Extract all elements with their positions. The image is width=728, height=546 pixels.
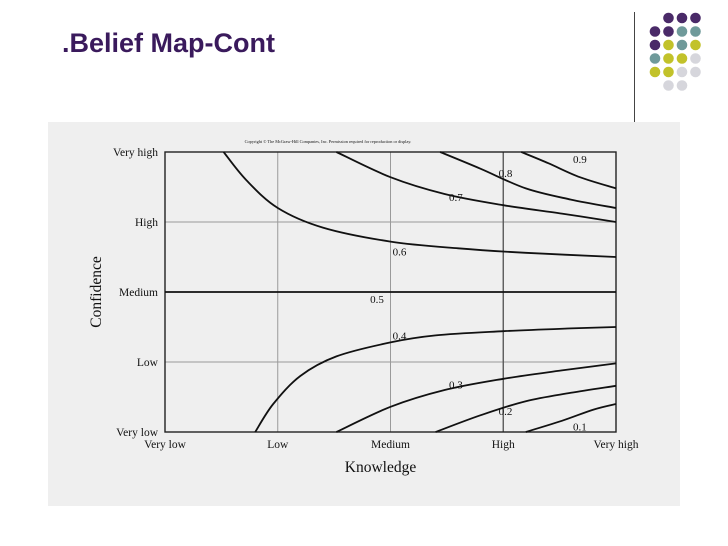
decorative-dot <box>649 53 661 64</box>
decorative-dot <box>649 66 661 78</box>
decorative-dot <box>690 39 701 51</box>
belief-curve-0-2 <box>435 384 617 433</box>
decorative-dot <box>663 66 674 78</box>
belief-curve-0-9 <box>520 151 617 190</box>
x-tick-label: Very low <box>144 439 187 451</box>
decorative-dot <box>676 26 688 37</box>
y-axis-label: Confidence <box>88 256 105 328</box>
x-axis-label: Knowledge <box>345 459 417 476</box>
title-divider <box>634 12 635 122</box>
y-tick-label: High <box>135 217 158 229</box>
decorative-dot <box>690 26 701 37</box>
curve-label: 0.8 <box>499 168 513 180</box>
y-tick-label: Medium <box>119 287 158 299</box>
y-tick-label: Low <box>137 357 159 369</box>
curve-label: 0.9 <box>573 154 587 166</box>
decorative-dot <box>676 53 688 64</box>
decorative-dot <box>690 12 701 24</box>
decorative-dot <box>649 39 661 51</box>
y-tick-label: Very high <box>113 147 158 159</box>
curve-label: 0.4 <box>393 330 407 342</box>
x-tick-label: High <box>492 439 515 451</box>
decorative-dot <box>676 66 688 78</box>
belief-curve-0-6 <box>222 151 617 258</box>
decorative-dot <box>663 39 674 51</box>
curve-label: 0.6 <box>393 246 407 258</box>
decorative-dot <box>663 12 674 24</box>
decorative-dot-grid <box>649 12 701 91</box>
decorative-dot <box>649 26 661 37</box>
decorative-dot <box>663 80 674 91</box>
decorative-dot <box>676 12 688 24</box>
x-tick-label: Low <box>267 439 289 451</box>
decorative-dot <box>690 53 701 64</box>
curve-label: 0.2 <box>499 406 513 418</box>
belief-curve-0-7 <box>336 151 617 223</box>
x-tick-label: Medium <box>371 439 410 451</box>
belief-curve-0-3 <box>336 362 617 433</box>
decorative-dot <box>690 66 701 78</box>
decorative-dot <box>676 39 688 51</box>
curve-label: 0.1 <box>573 421 587 433</box>
chart-subtitle: Copyright © The McGraw-Hill Companies, I… <box>245 139 412 145</box>
decorative-dot <box>663 26 674 37</box>
belief-map-chart: Copyright © The McGraw-Hill Companies, I… <box>88 139 639 476</box>
slide-title: .Belief Map-Cont <box>62 28 275 58</box>
curve-label: 0.7 <box>449 192 463 204</box>
figure-panel: Copyright © The McGraw-Hill Companies, I… <box>48 122 680 506</box>
decorative-dot <box>663 53 674 64</box>
curve-label: 0.5 <box>370 294 384 306</box>
belief-curve-0-4 <box>254 326 617 433</box>
curve-label: 0.3 <box>449 379 463 391</box>
belief-curve-0-8 <box>439 151 617 209</box>
belief-curve-0-1 <box>525 403 617 433</box>
x-tick-label: Very high <box>593 439 638 451</box>
decorative-dot <box>676 80 688 91</box>
y-tick-label: Very low <box>116 427 159 439</box>
